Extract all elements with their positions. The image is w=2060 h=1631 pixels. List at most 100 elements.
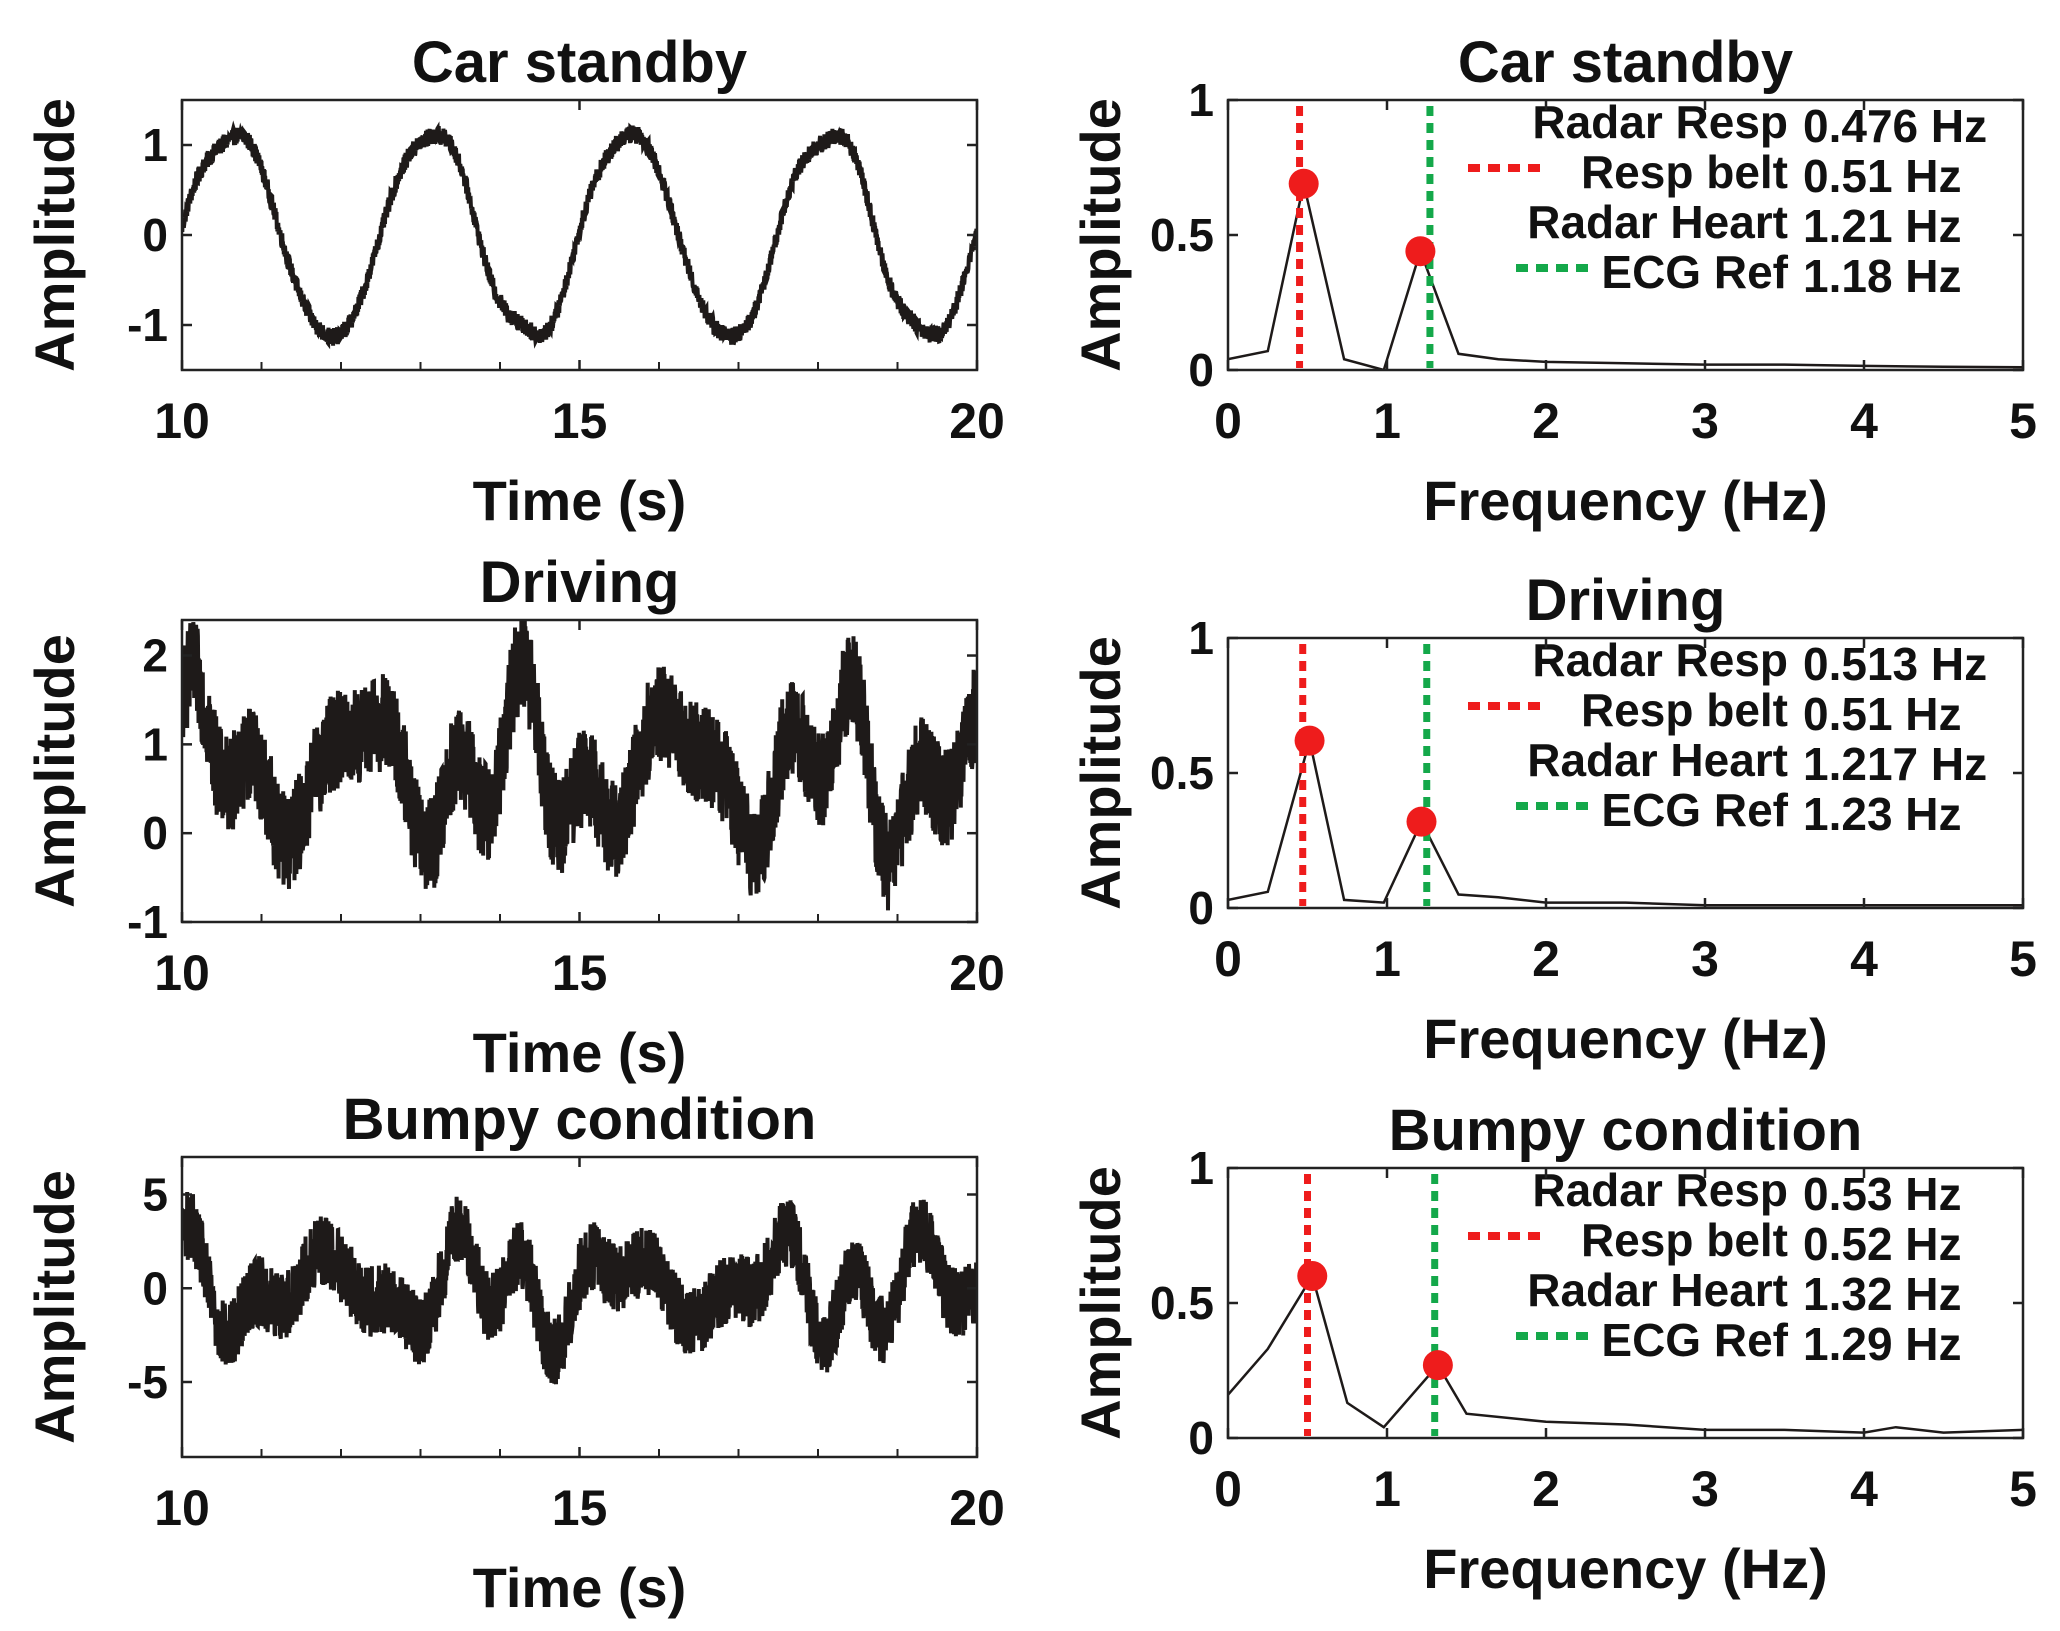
x-tick-label: 0 [1214,1461,1242,1517]
x-tick-label: 4 [1850,1461,1878,1517]
plot-area [182,620,977,911]
chart-title: Bumpy condition [1389,1098,1863,1163]
chart-title: Driving [480,550,680,615]
legend-radar-resp: Radar Resp [1532,96,1788,148]
x-axis-label: Time (s) [473,1556,687,1619]
y-axis-label: Amplitude [23,634,86,908]
spectrum-series [1228,740,2023,907]
y-tick-label: 0.5 [1150,1277,1214,1329]
y-tick-label: -5 [127,1356,168,1408]
y-axis-label: Amplitude [1069,636,1132,910]
plot-area [1228,1174,2023,1436]
signal-series [182,120,977,350]
x-tick-label: 15 [552,393,608,449]
signal-series [182,1191,977,1385]
legend-radar-heart: Radar Heart [1527,196,1788,248]
y-tick-label: -1 [127,299,168,351]
spectrum-series [1228,1272,2023,1434]
x-tick-label: 10 [154,1480,210,1536]
spectrum-series [1228,183,2023,370]
x-axis-label: Frequency (Hz) [1423,1007,1828,1070]
y-tick-label: 0 [142,807,168,859]
x-tick-label: 5 [2009,1461,2037,1517]
legend-resp-belt-value: 0.51 Hz [1803,688,1962,740]
y-axis-label: Amplitude [1069,98,1132,372]
plot-area [182,120,977,350]
x-tick-label: 3 [1691,393,1719,449]
x-tick-label: 20 [949,1480,1005,1536]
legend-ecg-ref: ECG Ref [1601,784,1788,836]
chart-title: Car standby [1458,30,1793,95]
y-tick-label: 1 [142,119,168,171]
chart-title: Bumpy condition [343,1087,817,1152]
legend-radar-heart-value: 1.21 Hz [1803,200,1962,252]
y-tick-label: 5 [142,1169,168,1221]
x-tick-label: 15 [552,945,608,1001]
x-tick-label: 15 [552,1480,608,1536]
y-tick-label: 0 [1188,882,1214,934]
y-tick-label: -1 [127,896,168,948]
legend-radar-heart-value: 1.32 Hz [1803,1268,1962,1320]
x-axis-label: Frequency (Hz) [1423,469,1828,532]
chart-title: Driving [1526,568,1726,633]
x-tick-label: 10 [154,945,210,1001]
y-tick-label: 0 [1188,1412,1214,1464]
legend-resp-belt: Resp belt [1581,146,1788,198]
y-axis-label: Amplitude [23,98,86,372]
x-axis-label: Time (s) [473,469,687,532]
x-axis-label: Time (s) [473,1021,687,1084]
y-tick-label: 0.5 [1150,747,1214,799]
x-tick-label: 3 [1691,931,1719,987]
x-tick-label: 4 [1850,393,1878,449]
peak-marker [1288,168,1319,199]
legend-ecg-ref-value: 1.18 Hz [1803,250,1962,302]
y-tick-label: 0 [142,1262,168,1314]
peak-marker [1422,1350,1453,1381]
x-tick-label: 10 [154,393,210,449]
y-tick-label: 2 [142,630,168,682]
x-tick-label: 4 [1850,931,1878,987]
x-tick-label: 0 [1214,931,1242,987]
legend-ecg-ref: ECG Ref [1601,246,1788,298]
plot-area [1228,644,2023,907]
x-tick-label: 1 [1373,393,1401,449]
x-tick-label: 2 [1532,393,1560,449]
y-tick-label: 1 [1188,1142,1214,1194]
legend-radar-resp-value: 0.513 Hz [1803,638,1987,690]
x-tick-label: 2 [1532,1461,1560,1517]
legend-radar-resp-value: 0.53 Hz [1803,1168,1962,1220]
y-tick-label: 0.5 [1150,209,1214,261]
signal-series [182,620,977,911]
y-tick-label: 1 [1188,612,1214,664]
y-axis-label: Amplitude [23,1170,86,1444]
x-tick-label: 1 [1373,931,1401,987]
legend-ecg-ref-value: 1.23 Hz [1803,788,1962,840]
y-tick-label: 0 [1188,344,1214,396]
legend-resp-belt-value: 0.51 Hz [1803,150,1962,202]
y-tick-label: 0 [142,209,168,261]
legend-radar-resp: Radar Resp [1532,634,1788,686]
x-tick-label: 2 [1532,931,1560,987]
plot-area [182,1191,977,1385]
legend-radar-resp: Radar Resp [1532,1164,1788,1216]
x-tick-label: 20 [949,393,1005,449]
chart-time-bumpy: Bumpy condition 10 15 20 5 0 -5 Time (s) Amplitu… [23,1087,1005,1619]
legend-ecg-ref: ECG Ref [1601,1314,1788,1366]
x-tick-label: 1 [1373,1461,1401,1517]
x-axis-label: Frequency (Hz) [1423,1537,1828,1600]
legend-resp-belt: Resp belt [1581,684,1788,736]
legend-resp-belt: Resp belt [1581,1214,1788,1266]
peak-marker [1294,725,1325,756]
x-tick-label: 5 [2009,393,2037,449]
legend-radar-resp-value: 0.476 Hz [1803,100,1987,152]
x-tick-label: 20 [949,945,1005,1001]
y-tick-label: 1 [1188,74,1214,126]
y-tick-label: 1 [142,718,168,770]
peak-marker [1297,1261,1328,1291]
